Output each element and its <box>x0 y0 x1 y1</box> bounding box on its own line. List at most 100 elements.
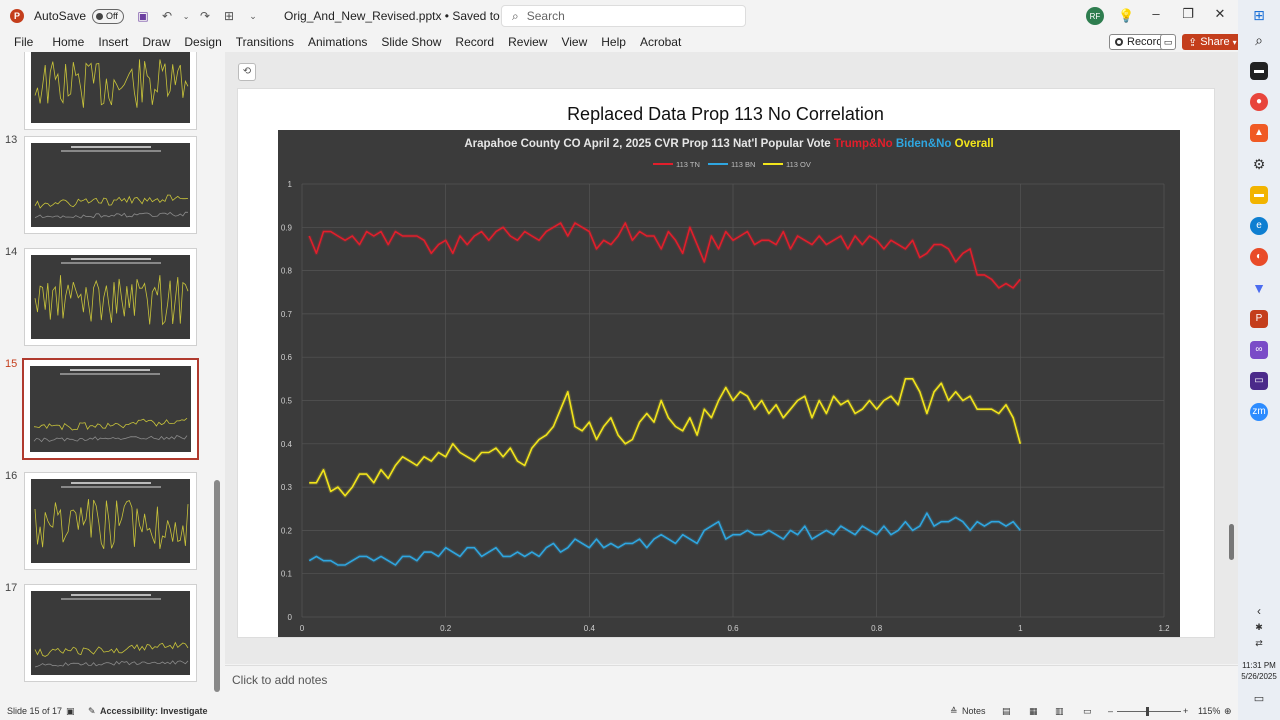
chrome-icon[interactable]: ● <box>1250 93 1268 111</box>
slide-title[interactable]: Replaced Data Prop 113 No Correlation <box>567 104 884 124</box>
comments-button[interactable]: ▭ <box>1160 34 1176 50</box>
lightbulb-icon[interactable]: 💡 <box>1118 8 1135 23</box>
zoom-slider-thumb[interactable] <box>1146 707 1149 716</box>
search-icon[interactable]: ⌕ <box>1255 32 1263 48</box>
edge-icon[interactable]: e <box>1250 217 1268 235</box>
thumbnail-title-line <box>71 594 151 596</box>
chart-background <box>278 130 1180 637</box>
spelling-icon[interactable]: ▣ <box>66 706 75 716</box>
close-button[interactable]: ✕ <box>1214 6 1226 21</box>
customize-toolbar-icon[interactable]: ⌄ <box>249 10 257 21</box>
legend-label: 113 BN <box>731 160 755 169</box>
notes-pane[interactable]: Click to add notes <box>225 665 1238 703</box>
document-title[interactable]: Orig_And_New_Revised.pptx • Saved to thi… <box>284 9 556 23</box>
autosave-toggle[interactable]: Off <box>92 8 125 24</box>
thumbnail-chart <box>34 594 189 668</box>
tab-record[interactable]: Record <box>455 35 495 49</box>
slide-thumbnail-pane: 13 14 15 16 17 <box>0 52 225 702</box>
editor-scrollbar[interactable] <box>1226 56 1236 656</box>
tab-help[interactable]: Help <box>601 35 626 49</box>
thumbnail-series-line <box>34 660 189 668</box>
tab-insert[interactable]: Insert <box>98 35 129 49</box>
undo-icon[interactable]: ↶ <box>162 9 173 23</box>
vpn-icon[interactable]: ▼ <box>1252 280 1266 296</box>
zoom-level[interactable]: 115% <box>1198 706 1221 716</box>
system-clock[interactable]: 11:31 PM 5/26/2025 <box>1238 660 1280 682</box>
tab-acrobat[interactable]: Acrobat <box>639 35 682 49</box>
slide-thumbnail[interactable] <box>24 248 197 346</box>
thumbnail-scrollbar[interactable] <box>213 56 221 696</box>
slide-thumbnail-active[interactable] <box>22 358 199 460</box>
slide-thumbnail[interactable] <box>24 52 197 130</box>
status-bar: Slide 15 of 17 ▣ ✎ Accessibility: Invest… <box>0 703 1238 720</box>
visual-studio-icon[interactable]: ∞ <box>1250 341 1268 359</box>
search-input[interactable]: ⌕ Search <box>501 5 746 27</box>
minimize-button[interactable]: – <box>1152 6 1160 21</box>
avatar[interactable]: RF <box>1086 7 1104 25</box>
tab-transitions[interactable]: Transitions <box>235 35 294 49</box>
copilot-icon[interactable]: ⟲ <box>238 63 256 81</box>
notes-icon[interactable]: ≙ <box>950 706 958 716</box>
zoom-slider[interactable] <box>1117 711 1181 712</box>
tab-draw[interactable]: Draw <box>142 35 171 49</box>
normal-view-icon[interactable]: ▤ <box>1002 706 1011 716</box>
fit-slide-icon[interactable]: ⊕ <box>1224 706 1232 716</box>
app-icon[interactable]: ◐ <box>1250 248 1268 266</box>
tab-animations[interactable]: Animations <box>308 35 368 49</box>
record-button[interactable]: Record <box>1109 34 1169 50</box>
chevron-down-icon[interactable]: ⌄ <box>182 11 190 21</box>
network-icon[interactable]: ⇄ <box>1255 638 1263 648</box>
scrollbar-thumb[interactable] <box>1229 524 1234 560</box>
present-icon[interactable]: ⊞ <box>224 9 235 23</box>
bluetooth-icon[interactable]: ✱ <box>1255 622 1263 632</box>
x-tick-label: 0.6 <box>727 624 739 633</box>
thumbnail-subtitle-line <box>61 486 161 488</box>
settings-gear-icon[interactable]: ⚙ <box>1252 156 1266 172</box>
slide-number: 17 <box>5 582 18 594</box>
share-button[interactable]: ⇪ Share ▾ <box>1182 34 1243 50</box>
redo-icon[interactable]: ↷ <box>200 9 211 23</box>
windows-start-icon[interactable]: ⊞ <box>1253 7 1265 23</box>
restore-button[interactable]: ❐ <box>1182 6 1194 21</box>
scrollbar-thumb[interactable] <box>214 480 220 692</box>
powerpoint-icon[interactable]: P <box>1250 310 1268 328</box>
slide-thumbnail[interactable] <box>24 584 197 682</box>
slide-counter: Slide 15 of 17 <box>7 706 63 716</box>
slide-thumbnail[interactable] <box>24 472 197 570</box>
windows-taskbar: ⊞ ⌕ ▬ ● ▲ ⚙ ▬ e ◐ ▼ P ∞ ▭ zm ‹ ✱ ⇄ ▭ <box>1238 0 1280 720</box>
thumbnail-series-line <box>33 435 188 443</box>
tab-review[interactable]: Review <box>508 35 548 49</box>
thumbnail-chart <box>34 258 189 326</box>
brave-icon[interactable]: ▲ <box>1250 124 1268 142</box>
tab-slide-show[interactable]: Slide Show <box>381 35 442 49</box>
accessibility-icon[interactable]: ✎ <box>88 706 96 716</box>
slideshow-icon[interactable]: ▭ <box>1083 706 1092 716</box>
thumbnail-chart <box>34 146 189 219</box>
chart-title-part: Trump&No <box>834 138 896 150</box>
chevron-left-icon[interactable]: ‹ <box>1257 604 1261 618</box>
notes-toggle[interactable]: Notes <box>962 706 986 716</box>
chart-title: Arapahoe County CO April 2, 2025 CVR Pro… <box>464 138 993 150</box>
tab-home[interactable]: Home <box>52 35 85 49</box>
tab-view[interactable]: View <box>561 35 588 49</box>
accessibility-status[interactable]: Accessibility: Investigate <box>100 706 208 716</box>
reading-view-icon[interactable]: ▥ <box>1055 706 1064 716</box>
slide-thumbnail[interactable] <box>24 136 197 234</box>
zoom-app-icon[interactable]: zm <box>1250 403 1268 421</box>
series-line-113-ov[interactable] <box>309 378 1022 497</box>
zoom-in-icon[interactable]: + <box>1183 706 1189 716</box>
media-app-icon[interactable]: ▭ <box>1250 372 1268 390</box>
legend-label: 113 OV <box>786 160 811 169</box>
series-line-113-bn[interactable] <box>308 512 1021 566</box>
zoom-out-icon[interactable]: – <box>1108 706 1114 716</box>
series-line-113-tn[interactable] <box>308 222 1021 289</box>
line-chart[interactable]: 0 0.1 0.2 0.3 0.4 0.5 0.6 0.7 0.8 0.9 1 0 0.2 0.4 0.6 0… <box>278 130 1180 638</box>
terminal-icon[interactable]: ▬ <box>1250 62 1268 80</box>
notification-icon[interactable]: ▭ <box>1253 693 1265 705</box>
save-icon[interactable]: ▣ <box>137 9 149 23</box>
slide-sorter-icon[interactable]: ▦ <box>1029 706 1038 716</box>
tab-file[interactable]: File <box>14 35 34 49</box>
file-explorer-icon[interactable]: ▬ <box>1250 186 1268 204</box>
tab-design[interactable]: Design <box>184 35 222 49</box>
